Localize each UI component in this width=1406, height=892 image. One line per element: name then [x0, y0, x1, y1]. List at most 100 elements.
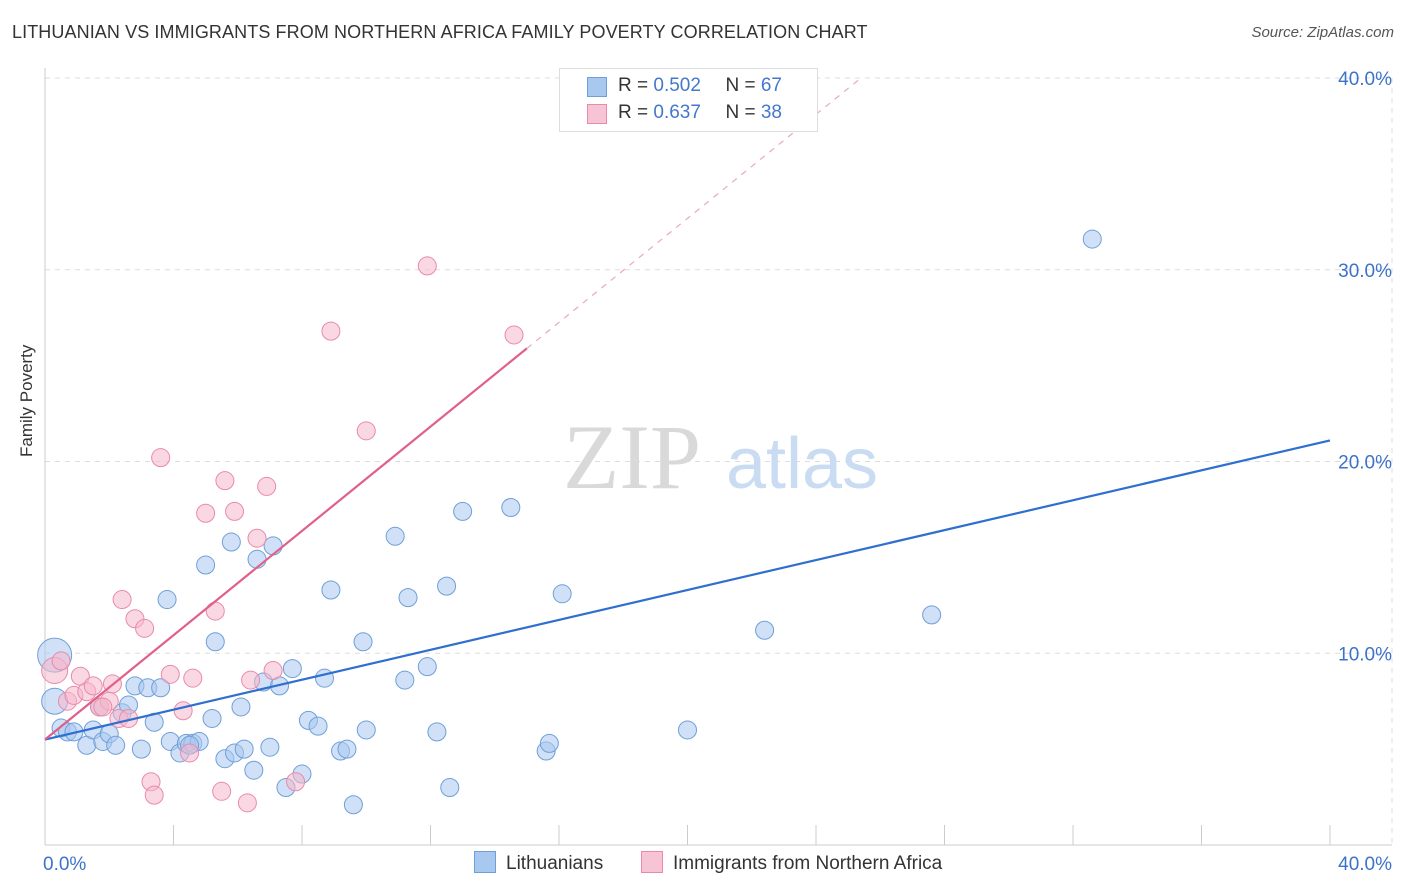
point-lithuanian — [282, 659, 302, 679]
point-lithuanian — [417, 657, 437, 677]
bottom-legend-lithuanians: Lithuanians — [474, 851, 603, 875]
point-lithuanian — [552, 584, 572, 604]
source-credit: Source: ZipAtlas.com — [1251, 24, 1394, 41]
point-immigrant — [51, 651, 71, 671]
point-lithuanian — [353, 632, 373, 652]
point-lithuanian — [314, 668, 334, 688]
legend-n-value: 67 — [760, 75, 782, 96]
point-immigrant — [151, 448, 171, 468]
legend-n-label: N = — [725, 75, 761, 96]
legend-swatch-blue — [587, 77, 607, 97]
point-lithuanian — [678, 720, 697, 740]
point-lithuanian — [321, 580, 341, 600]
point-lithuanian — [501, 498, 521, 518]
point-lithuanian — [1082, 229, 1102, 249]
point-immigrant — [286, 772, 306, 792]
point-lithuanian — [356, 720, 376, 740]
legend-n-value: 38 — [760, 102, 782, 123]
point-lithuanian — [427, 722, 447, 742]
point-immigrant — [160, 664, 180, 684]
point-lithuanian — [398, 588, 418, 608]
point-immigrant — [263, 661, 283, 681]
grid-lines — [45, 77, 1393, 845]
watermark: ZIP atlas — [563, 406, 878, 508]
point-lithuanian — [196, 555, 216, 575]
point-lithuanian — [202, 708, 222, 728]
point-lithuanian — [260, 737, 280, 757]
point-lithuanian — [231, 697, 251, 717]
watermark-zip: ZIP — [563, 406, 701, 508]
point-lithuanian — [440, 777, 460, 797]
bottom-legend-label: Immigrants from Northern Africa — [673, 853, 943, 874]
point-lithuanian — [263, 536, 283, 556]
y-tick-label: 10.0% — [1338, 644, 1392, 665]
y-tick-label: 30.0% — [1338, 261, 1392, 282]
point-immigrant — [321, 321, 341, 341]
y-tick-label: 20.0% — [1338, 453, 1392, 474]
watermark-atlas: atlas — [726, 424, 878, 504]
point-immigrant — [173, 701, 193, 721]
point-immigrant — [93, 697, 113, 717]
point-immigrant — [180, 743, 200, 763]
point-immigrant — [144, 785, 164, 805]
point-immigrant — [83, 676, 103, 696]
point-lithuanian — [205, 632, 225, 652]
legend-r-value: 0.502 — [653, 75, 701, 96]
bottom-legend-swatch-blue — [474, 851, 496, 873]
bottom-legend-label: Lithuanians — [506, 853, 604, 874]
legend-r-label: R = — [618, 102, 654, 123]
trend-line-lithuanians — [44, 439, 1331, 741]
point-immigrant — [205, 601, 225, 621]
point-lithuanian — [343, 795, 363, 815]
correlation-legend: R = 0.502 N = 67 R = 0.637 N = 38 — [559, 68, 818, 132]
point-lithuanian — [395, 670, 415, 690]
point-lithuanian — [106, 735, 126, 755]
point-lithuanian — [151, 678, 171, 698]
point-lithuanian — [308, 716, 328, 736]
point-immigrant — [247, 528, 267, 548]
point-immigrant — [135, 618, 155, 638]
legend-swatch-pink — [587, 104, 607, 124]
point-immigrant — [237, 793, 257, 813]
point-lithuanian — [922, 605, 942, 625]
legend-r-label: R = — [618, 75, 654, 96]
point-immigrant — [417, 256, 437, 276]
point-lithuanian — [244, 760, 264, 780]
trend-line-immigrants — [44, 347, 528, 741]
legend-n-label: N = — [725, 102, 761, 123]
point-lithuanian — [157, 590, 177, 610]
point-lithuanian — [337, 739, 357, 759]
point-lithuanian — [234, 739, 254, 759]
point-immigrant — [212, 781, 232, 801]
point-immigrant — [112, 590, 132, 610]
point-lithuanian — [247, 549, 267, 569]
point-lithuanian — [221, 532, 241, 552]
point-lithuanian — [437, 576, 457, 596]
y-tick-label: 40.0% — [1338, 69, 1392, 90]
legend-r-value: 0.637 — [653, 102, 701, 123]
point-immigrant — [225, 501, 245, 521]
point-lithuanian — [453, 501, 473, 521]
axes — [44, 68, 1392, 846]
point-immigrant — [215, 471, 235, 491]
point-lithuanian — [755, 620, 775, 640]
point-lithuanian — [539, 733, 559, 753]
point-immigrant — [196, 503, 216, 523]
chart-title: LITHUANIAN VS IMMIGRANTS FROM NORTHERN A… — [12, 22, 868, 42]
point-lithuanian — [131, 739, 151, 759]
x-tick-label: 0.0% — [43, 854, 86, 875]
bottom-legend-swatch-pink — [641, 851, 663, 873]
point-immigrant — [183, 668, 203, 688]
point-lithuanian — [385, 526, 405, 546]
point-immigrant — [241, 670, 261, 690]
point-immigrant — [504, 325, 524, 345]
trend-lines — [44, 77, 1331, 741]
y-axis-label: Family Poverty — [17, 344, 36, 457]
series-lithuanians — [37, 229, 1102, 815]
tick-labels: 10.0% 20.0% 30.0% 40.0% 0.0% 40.0% — [43, 69, 1392, 875]
x-tick-label: 40.0% — [1338, 854, 1392, 875]
point-immigrant — [257, 476, 277, 496]
point-immigrant — [356, 421, 376, 441]
bottom-legend-immigrants: Immigrants from Northern Africa — [641, 851, 942, 875]
